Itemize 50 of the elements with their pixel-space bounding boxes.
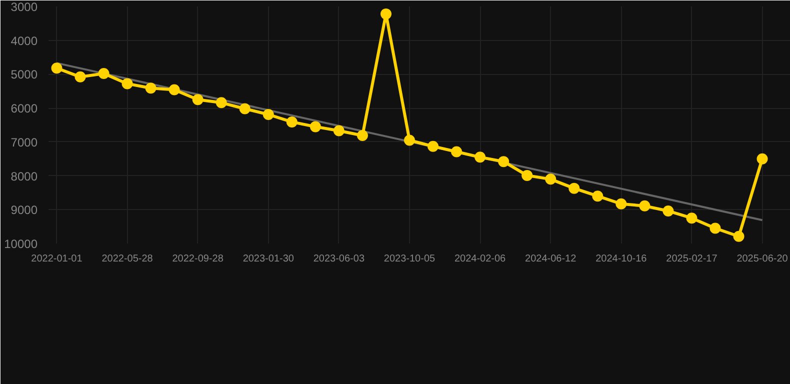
point [192,94,204,106]
point [262,109,274,120]
point [333,125,344,136]
x-tick-label: 2022-01-01 [31,254,83,264]
point [74,71,86,82]
point [662,206,674,216]
y-tick-label: 9000 [10,203,38,218]
x-tick-label: 2023-01-30 [242,254,294,264]
point [310,121,321,132]
y-tick-label: 3000 [10,0,38,14]
point [616,198,627,210]
x-tick-label: 2024-10-16 [596,254,648,264]
x-tick-label: 2022-05-28 [102,254,154,264]
point [380,8,392,20]
point [498,156,510,168]
x-tick-label: 2022-09-28 [172,254,224,264]
y-tick-label: 4000 [10,34,38,48]
x-tick-label: 2024-02-06 [454,254,506,264]
point [428,140,439,152]
point [756,153,768,164]
y-tick-label: 7000 [10,135,38,150]
x-tick-label: 2023-10-05 [384,254,436,264]
x-tick-label: 2024-06-12 [525,254,577,264]
point [545,174,556,185]
y-tick-label: 8000 [10,169,38,184]
point [686,212,698,224]
point [404,134,416,146]
point [522,170,533,181]
point [145,82,156,94]
y-tick-label: 6000 [10,102,38,116]
point [733,230,744,242]
point [51,62,62,74]
y-tick-label: 10000 [4,237,38,251]
x-tick-label: 2025-06-20 [736,254,788,264]
point [356,130,368,141]
point [216,97,227,108]
point [239,103,250,114]
y-tick-label: 5000 [10,68,38,82]
point [639,200,650,212]
point [122,78,133,90]
point [710,222,721,234]
x-tick-label: 2025-02-17 [666,254,718,264]
point [474,152,486,163]
x-tick-label: 2023-06-03 [313,254,365,264]
point [98,68,110,80]
point [568,182,580,194]
point [592,190,604,202]
point [451,146,462,158]
point [286,116,298,128]
point [168,84,180,96]
